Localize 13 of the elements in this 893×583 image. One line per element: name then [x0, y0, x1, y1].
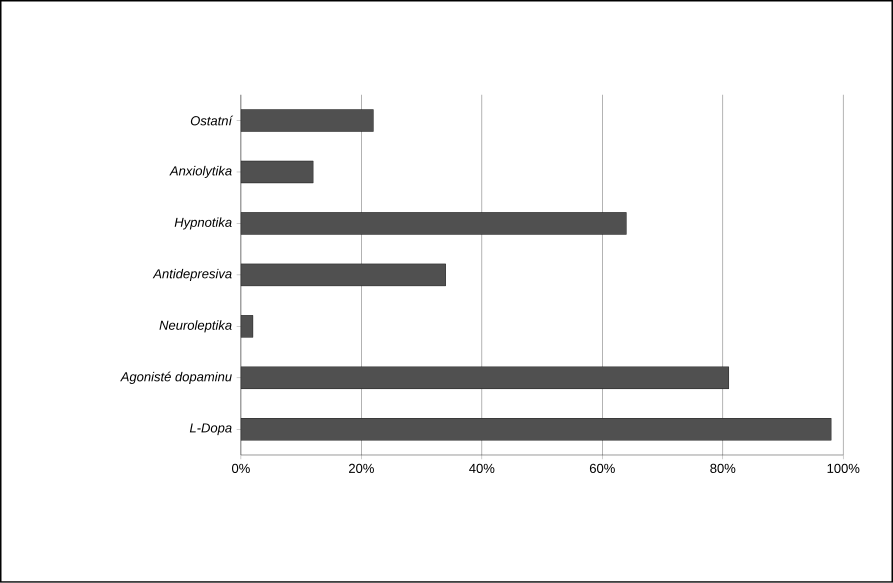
y-tick-label: Antidepresiva	[152, 268, 232, 282]
x-tick-label: 0%	[232, 464, 250, 474]
x-tick-label: 60%	[590, 464, 615, 474]
y-tick-label: L-Dopa	[190, 424, 232, 436]
y-tick-label: Hypnotika	[174, 217, 232, 230]
x-tick-label: 100%	[828, 464, 860, 474]
y-tick-label: Neuroleptika	[159, 320, 232, 333]
y-tick-label: Agonisté dopaminu	[120, 372, 232, 384]
y-tick-label: Ostatní	[190, 116, 234, 126]
x-tick-label: 80%	[710, 464, 736, 474]
y-tick-label: Anxiolytika	[169, 166, 232, 178]
x-tick-label: 20%	[349, 464, 374, 474]
x-tick-label: 40%	[469, 464, 494, 474]
